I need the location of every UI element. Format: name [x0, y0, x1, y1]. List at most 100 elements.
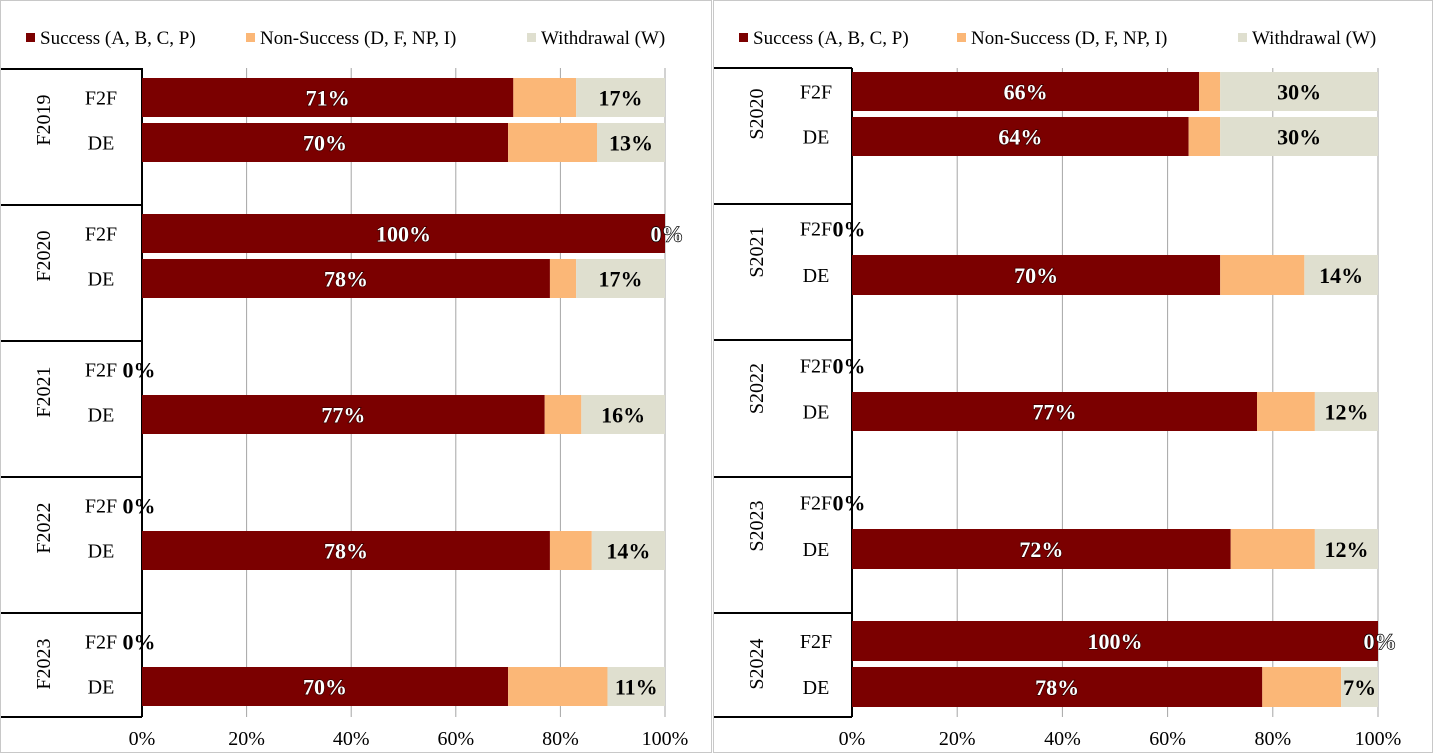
withdrawal-data-label: 0% — [833, 217, 866, 242]
success-data-label: 70% — [303, 131, 347, 156]
success-data-label: 64% — [998, 125, 1042, 150]
withdrawal-data-label: 30% — [1277, 125, 1321, 150]
legend-label-1: Non-Success (D, F, NP, I) — [260, 28, 456, 49]
group-label: F2022 — [33, 502, 55, 553]
success-data-label: 77% — [1033, 400, 1077, 425]
bar-non-success — [1199, 72, 1221, 111]
bar-success — [852, 667, 1263, 707]
bar-non-success — [1220, 255, 1305, 295]
withdrawal-data-label: 12% — [1324, 537, 1368, 562]
success-data-label: 66% — [1004, 80, 1048, 105]
x-tick-label: 60% — [1149, 728, 1186, 750]
row-label: DE — [88, 269, 115, 291]
withdrawal-data-label: 0% — [651, 222, 684, 247]
row-label: F2F — [800, 82, 832, 104]
bar-success — [142, 395, 545, 434]
x-tick-label: 40% — [1044, 728, 1081, 750]
x-tick-label: 80% — [542, 728, 579, 750]
bar-withdrawal — [576, 259, 665, 298]
withdrawal-data-label: 11% — [615, 675, 658, 700]
withdrawal-data-label: 0% — [123, 358, 156, 383]
row-label: F2F — [85, 360, 117, 382]
group-label: F2021 — [33, 366, 55, 417]
x-tick-label: 0% — [839, 728, 866, 750]
bar-success — [142, 214, 665, 253]
legend-swatch-0 — [26, 33, 35, 42]
chart-panel-spring: Success (A, B, C, P) Non-Success (D, F, N… — [713, 0, 1433, 753]
row-label: F2F — [800, 219, 832, 241]
legend-swatch-2 — [1238, 33, 1247, 42]
group-label: S2023 — [746, 500, 768, 551]
success-data-label: 71% — [306, 86, 350, 111]
group-label: S2024 — [746, 638, 768, 689]
x-tick-label: 0% — [129, 728, 156, 750]
bar-withdrawal — [1314, 392, 1378, 431]
row-label: DE — [88, 541, 115, 563]
group-label: S2020 — [746, 88, 768, 139]
x-tick-label: 80% — [1254, 728, 1291, 750]
bar-withdrawal — [576, 78, 665, 117]
bar-non-success — [508, 123, 598, 162]
bar-withdrawal — [1314, 529, 1378, 569]
bar-withdrawal — [1220, 117, 1378, 156]
chart-fall-svg: Success (A, B, C, P) Non-Success (D, F, N… — [1, 28, 688, 750]
row-label: F2F — [85, 224, 117, 246]
x-tick-label: 40% — [333, 728, 370, 750]
legend-swatch-2 — [527, 33, 536, 42]
chart-panel-fall: Success (A, B, C, P) Non-Success (D, F, N… — [0, 0, 712, 753]
withdrawal-data-label: 14% — [1319, 263, 1363, 288]
withdrawal-data-label: 30% — [1277, 80, 1321, 105]
row-label: F2F — [85, 496, 117, 518]
row-label: F2F — [85, 88, 117, 110]
withdrawal-data-label: 12% — [1324, 400, 1368, 425]
bar-non-success — [1257, 392, 1315, 431]
bar-success — [852, 255, 1221, 295]
withdrawal-data-label: 13% — [609, 131, 653, 156]
row-label: F2F — [800, 493, 832, 515]
bar-non-success — [549, 531, 592, 570]
x-tick-label: 100% — [1355, 728, 1402, 750]
bar-non-success — [1188, 117, 1221, 156]
group-label: F2020 — [33, 230, 55, 281]
row-label: DE — [88, 133, 115, 155]
success-data-label: 100% — [376, 222, 431, 247]
bar-success — [142, 259, 550, 298]
chart-spring-svg: Success (A, B, C, P) Non-Success (D, F, N… — [714, 28, 1402, 750]
row-label: F2F — [85, 632, 117, 654]
success-data-label: 78% — [1035, 675, 1079, 700]
withdrawal-data-label: 16% — [601, 403, 645, 428]
bar-non-success — [1262, 667, 1342, 707]
row-label: F2F — [800, 631, 832, 653]
bar-success — [852, 72, 1200, 111]
withdrawal-data-label: 0% — [833, 491, 866, 516]
bar-success — [852, 621, 1378, 661]
bar-success — [142, 123, 509, 162]
bar-non-success — [544, 395, 582, 434]
success-data-label: 72% — [1019, 537, 1063, 562]
x-tick-label: 60% — [437, 728, 474, 750]
x-tick-label: 20% — [939, 728, 976, 750]
success-data-label: 100% — [1088, 629, 1143, 654]
bar-success — [852, 117, 1189, 156]
withdrawal-data-label: 0% — [833, 354, 866, 379]
withdrawal-data-label: 14% — [606, 539, 650, 564]
group-label: S2022 — [746, 363, 768, 414]
withdrawal-data-label: 0% — [1364, 629, 1397, 654]
bar-non-success — [513, 78, 577, 117]
legend-label-2: Withdrawal (W) — [541, 28, 665, 49]
legend-label-2: Withdrawal (W) — [1252, 28, 1376, 49]
success-data-label: 78% — [324, 539, 368, 564]
bar-success — [852, 392, 1258, 431]
bar-withdrawal — [581, 395, 665, 434]
bar-withdrawal — [597, 123, 665, 162]
bar-success — [852, 529, 1231, 569]
bar-success — [142, 667, 509, 706]
bar-withdrawal — [1304, 255, 1378, 295]
row-label: DE — [803, 127, 830, 149]
withdrawal-data-label: 17% — [599, 267, 643, 292]
success-data-label: 77% — [321, 403, 365, 428]
success-data-label: 78% — [324, 267, 368, 292]
withdrawal-data-label: 7% — [1343, 675, 1376, 700]
bar-withdrawal — [1341, 667, 1378, 707]
x-tick-label: 20% — [228, 728, 265, 750]
